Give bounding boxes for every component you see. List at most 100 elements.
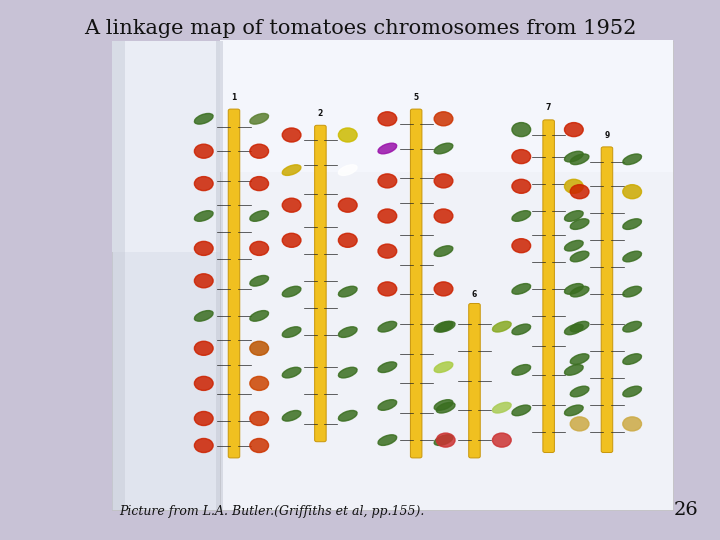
Ellipse shape bbox=[564, 151, 583, 162]
Ellipse shape bbox=[250, 310, 269, 321]
Ellipse shape bbox=[338, 286, 357, 297]
Ellipse shape bbox=[378, 362, 397, 373]
Circle shape bbox=[512, 239, 531, 253]
Ellipse shape bbox=[623, 286, 642, 297]
Circle shape bbox=[250, 438, 269, 453]
Ellipse shape bbox=[434, 143, 453, 154]
Ellipse shape bbox=[434, 400, 453, 410]
Circle shape bbox=[512, 179, 531, 193]
Ellipse shape bbox=[564, 284, 583, 294]
Ellipse shape bbox=[282, 165, 301, 176]
Bar bbox=[112, 40, 220, 252]
FancyBboxPatch shape bbox=[410, 109, 422, 458]
Ellipse shape bbox=[623, 321, 642, 332]
Text: 2: 2 bbox=[318, 109, 323, 118]
Text: 6: 6 bbox=[472, 290, 477, 299]
Circle shape bbox=[250, 341, 269, 355]
Ellipse shape bbox=[436, 402, 455, 413]
Bar bbox=[216, 40, 223, 510]
Circle shape bbox=[564, 123, 583, 137]
Ellipse shape bbox=[338, 367, 357, 378]
Ellipse shape bbox=[492, 402, 511, 413]
Circle shape bbox=[194, 376, 213, 390]
Bar bbox=[112, 40, 125, 510]
Ellipse shape bbox=[564, 211, 583, 221]
Ellipse shape bbox=[338, 410, 357, 421]
Ellipse shape bbox=[250, 275, 269, 286]
Ellipse shape bbox=[570, 286, 589, 297]
Circle shape bbox=[564, 179, 583, 193]
Circle shape bbox=[378, 209, 397, 223]
Text: 26: 26 bbox=[674, 502, 698, 519]
FancyBboxPatch shape bbox=[601, 147, 613, 453]
Circle shape bbox=[282, 128, 301, 142]
Circle shape bbox=[194, 411, 213, 426]
Bar bbox=[220, 40, 673, 510]
Bar bbox=[220, 40, 673, 172]
Circle shape bbox=[492, 433, 511, 447]
Circle shape bbox=[434, 209, 453, 223]
Circle shape bbox=[250, 144, 269, 158]
Bar bbox=[112, 40, 220, 510]
Circle shape bbox=[570, 185, 589, 199]
Circle shape bbox=[194, 241, 213, 255]
Ellipse shape bbox=[194, 310, 213, 321]
FancyBboxPatch shape bbox=[543, 120, 554, 453]
Circle shape bbox=[194, 438, 213, 453]
Ellipse shape bbox=[512, 211, 531, 221]
Circle shape bbox=[434, 282, 453, 296]
Circle shape bbox=[250, 411, 269, 426]
Circle shape bbox=[434, 112, 453, 126]
Text: 1: 1 bbox=[231, 93, 237, 102]
Ellipse shape bbox=[338, 327, 357, 338]
Ellipse shape bbox=[570, 321, 589, 332]
Text: 9: 9 bbox=[604, 131, 610, 139]
FancyBboxPatch shape bbox=[315, 125, 326, 442]
Ellipse shape bbox=[570, 354, 589, 364]
Ellipse shape bbox=[282, 367, 301, 378]
Ellipse shape bbox=[623, 251, 642, 262]
Text: Picture from L.A. Butler.(Griffiths et al, pp.155).: Picture from L.A. Butler.(Griffiths et a… bbox=[119, 505, 424, 518]
Ellipse shape bbox=[282, 327, 301, 338]
Circle shape bbox=[282, 233, 301, 247]
Circle shape bbox=[194, 274, 213, 288]
Ellipse shape bbox=[250, 211, 269, 221]
Ellipse shape bbox=[623, 354, 642, 364]
Text: 5: 5 bbox=[413, 93, 419, 102]
FancyBboxPatch shape bbox=[469, 303, 480, 458]
Circle shape bbox=[282, 198, 301, 212]
Ellipse shape bbox=[564, 364, 583, 375]
Ellipse shape bbox=[434, 435, 453, 446]
Circle shape bbox=[623, 417, 642, 431]
Ellipse shape bbox=[564, 240, 583, 251]
Ellipse shape bbox=[378, 321, 397, 332]
Ellipse shape bbox=[378, 400, 397, 410]
Ellipse shape bbox=[250, 113, 269, 124]
Circle shape bbox=[250, 177, 269, 191]
Ellipse shape bbox=[282, 410, 301, 421]
FancyBboxPatch shape bbox=[228, 109, 240, 458]
Circle shape bbox=[378, 112, 397, 126]
Circle shape bbox=[250, 376, 269, 390]
Circle shape bbox=[512, 123, 531, 137]
Circle shape bbox=[378, 244, 397, 258]
Text: A linkage map of tomatoes chromosomes from 1952: A linkage map of tomatoes chromosomes fr… bbox=[84, 19, 636, 38]
Ellipse shape bbox=[623, 386, 642, 397]
Ellipse shape bbox=[512, 284, 531, 294]
Ellipse shape bbox=[570, 154, 589, 165]
Circle shape bbox=[436, 433, 455, 447]
Ellipse shape bbox=[194, 211, 213, 221]
Ellipse shape bbox=[570, 386, 589, 397]
Ellipse shape bbox=[623, 154, 642, 165]
Circle shape bbox=[570, 417, 589, 431]
Ellipse shape bbox=[378, 143, 397, 154]
Ellipse shape bbox=[570, 219, 589, 230]
Ellipse shape bbox=[512, 324, 531, 335]
Ellipse shape bbox=[194, 113, 213, 124]
Ellipse shape bbox=[623, 219, 642, 230]
Circle shape bbox=[512, 150, 531, 164]
Ellipse shape bbox=[434, 246, 453, 256]
Circle shape bbox=[194, 144, 213, 158]
Circle shape bbox=[194, 341, 213, 355]
Circle shape bbox=[338, 198, 357, 212]
